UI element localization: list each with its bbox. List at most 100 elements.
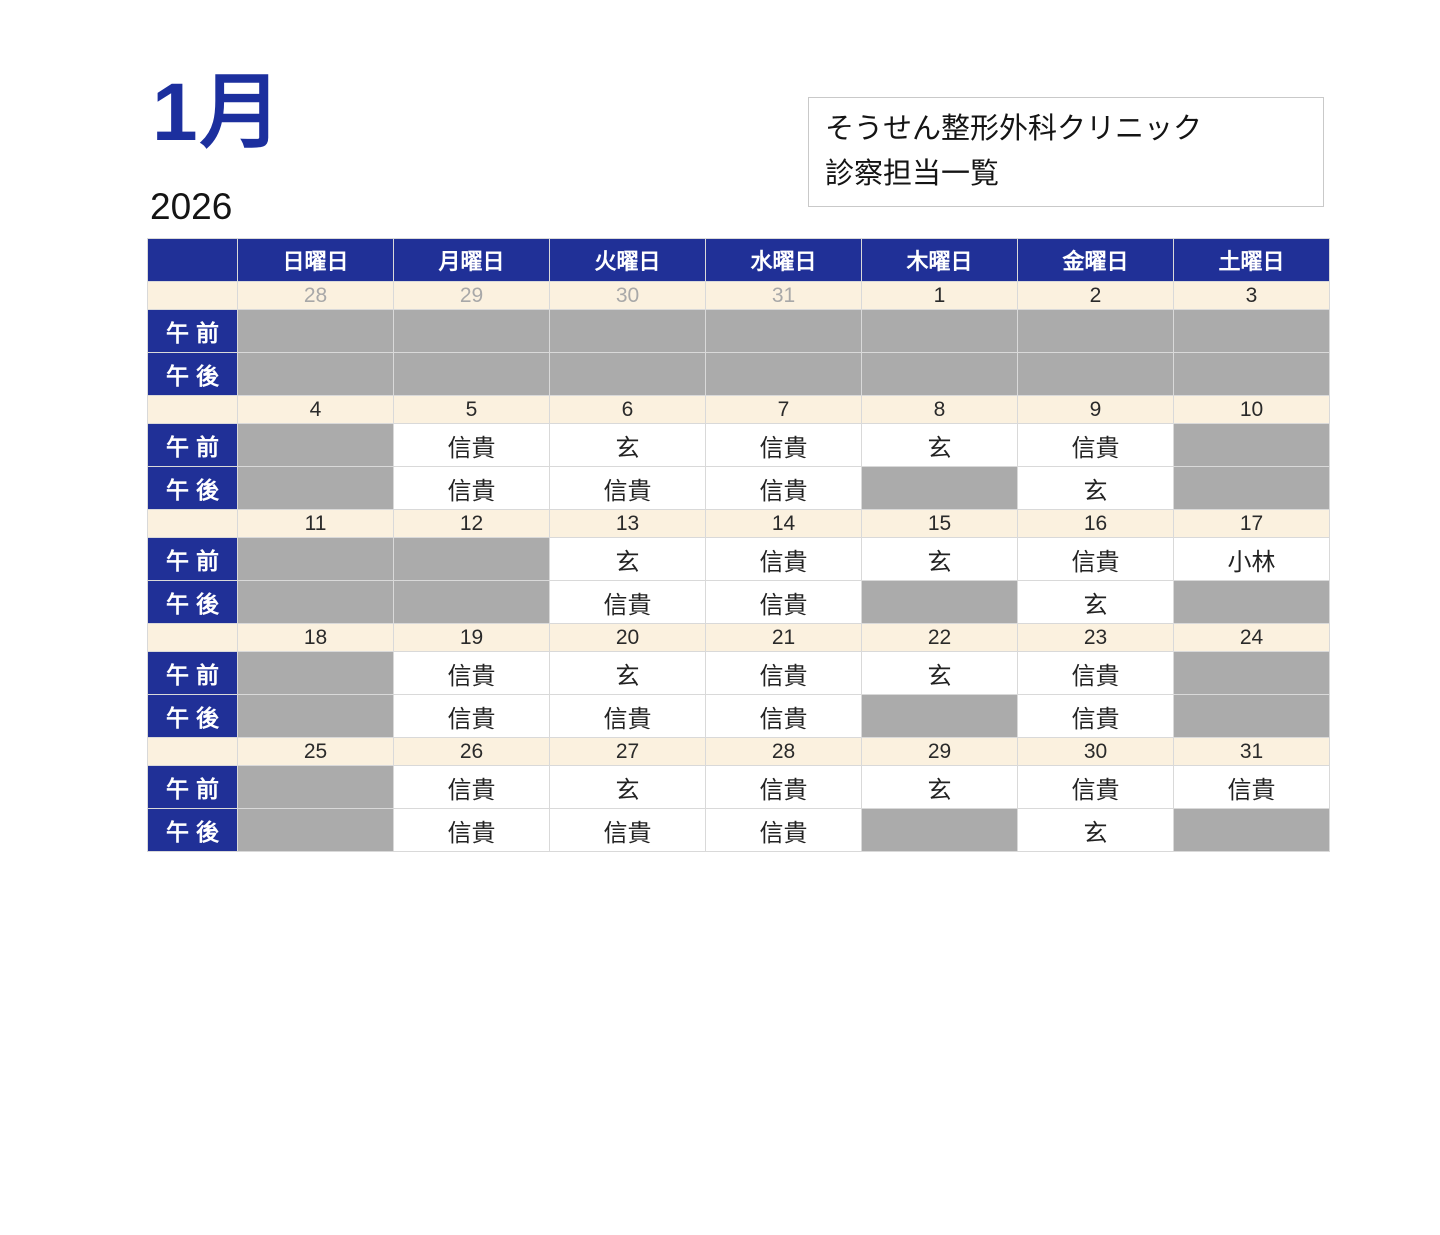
shift-cell: 信貴 [1017,765,1174,809]
shift-cell [237,651,394,695]
clinic-info-box: そうせん整形外科クリニック 診察担当一覧 [808,97,1324,207]
schedule-table: 日曜日 月曜日 火曜日 水曜日 木曜日 金曜日 土曜日 28 29 30 31 1 2 3 午前 午後 4 5 6… [147,238,1330,852]
shift-cell: 信貴 [1017,694,1174,738]
date-row-spacer [147,623,238,652]
date-cell: 28 [237,281,394,310]
shift-cell [861,352,1018,396]
shift-cell [705,309,862,353]
shift-cell [1173,694,1330,738]
date-cell: 16 [1017,509,1174,538]
shift-cell [861,309,1018,353]
shift-cell [237,765,394,809]
shift-row-pm: 午後 信貴 信貴 玄 [147,580,1330,624]
shift-cell [237,352,394,396]
date-cell: 3 [1173,281,1330,310]
shift-cell [1173,580,1330,624]
shift-cell [393,537,550,581]
shift-row-am: 午前 信貴玄信貴玄信貴 [147,423,1330,467]
weekday-header-row: 日曜日 月曜日 火曜日 水曜日 木曜日 金曜日 土曜日 [147,238,1330,282]
shift-cell: 信貴 [393,423,550,467]
shift-cell [237,466,394,510]
shift-cell: 玄 [549,651,706,695]
date-row: 18 19 20 21 22 23 24 [147,623,1330,652]
shift-row-am: 午前 信貴玄信貴玄信貴 信貴 [147,765,1330,809]
shift-cell [393,309,550,353]
date-cell: 4 [237,395,394,424]
shift-label-am: 午前 [147,765,238,809]
shift-cell: 信貴 [1017,651,1174,695]
shift-cell [237,808,394,852]
date-row-spacer [147,281,238,310]
clinic-name: そうせん整形外科クリニック [825,113,1203,145]
date-cell: 20 [549,623,706,652]
shift-label-pm: 午後 [147,466,238,510]
shift-cell: 信貴 [1017,423,1174,467]
shift-cell: 信貴 [549,694,706,738]
shift-row-pm: 午後 信貴 信貴 信貴玄 [147,466,1330,510]
shift-cell [237,694,394,738]
weekday-header: 水曜日 [705,238,862,282]
date-cell: 25 [237,737,394,766]
date-cell: 10 [1173,395,1330,424]
schedule-body: 28 29 30 31 1 2 3 午前 午後 4 5 6 7 8 9 10 午前 信貴玄信貴玄信貴 午後 信貴 信貴信… [147,281,1330,852]
shift-cell [237,537,394,581]
shift-cell [861,694,1018,738]
shift-cell: 信貴 [705,580,862,624]
shift-cell [1173,352,1330,396]
date-cell: 24 [1173,623,1330,652]
date-cell: 17 [1173,509,1330,538]
shift-cell [237,309,394,353]
weekday-header: 火曜日 [549,238,706,282]
weekday-header: 月曜日 [393,238,550,282]
shift-cell: 信貴 [705,651,862,695]
shift-label-am: 午前 [147,423,238,467]
shift-cell [861,466,1018,510]
shift-cell: 信貴 [705,694,862,738]
shift-row-pm: 午後 信貴 信貴 信貴玄 [147,808,1330,852]
shift-cell: 信貴 [1017,537,1174,581]
shift-cell [705,352,862,396]
shift-cell: 信貴 [705,765,862,809]
shift-cell [393,580,550,624]
date-cell: 19 [393,623,550,652]
shift-cell: 玄 [1017,580,1174,624]
date-row: 4 5 6 7 8 9 10 [147,395,1330,424]
date-row-spacer [147,509,238,538]
date-cell: 14 [705,509,862,538]
shift-label-am: 午前 [147,537,238,581]
shift-cell: 信貴 [705,808,862,852]
year-label: 2026 [150,186,233,227]
weekday-header: 日曜日 [237,238,394,282]
shift-cell [1173,808,1330,852]
shift-cell: 信貴 [549,580,706,624]
shift-label-pm: 午後 [147,808,238,852]
shift-cell [1173,309,1330,353]
shift-cell [237,423,394,467]
shift-cell: 玄 [1017,808,1174,852]
date-cell: 26 [393,737,550,766]
shift-cell: 信貴 [705,466,862,510]
shift-cell: 玄 [549,537,706,581]
date-row: 11 12 13 14 15 16 17 [147,509,1330,538]
date-cell: 28 [705,737,862,766]
shift-cell: 玄 [861,765,1018,809]
date-cell: 27 [549,737,706,766]
date-cell: 7 [705,395,862,424]
date-cell: 2 [1017,281,1174,310]
corner-cell [147,238,238,282]
shift-row-pm: 午後 信貴 信貴 信貴 信貴 [147,694,1330,738]
date-cell: 8 [861,395,1018,424]
clinic-subtitle: 診察担当一覧 [825,157,1000,190]
date-cell: 5 [393,395,550,424]
shift-cell: 信貴 [393,808,550,852]
shift-cell: 玄 [861,537,1018,581]
shift-label-pm: 午後 [147,694,238,738]
weekday-header: 金曜日 [1017,238,1174,282]
date-cell: 13 [549,509,706,538]
shift-cell [393,352,550,396]
shift-cell: 玄 [861,423,1018,467]
shift-cell: 信貴 [549,808,706,852]
shift-cell: 玄 [549,765,706,809]
shift-label-am: 午前 [147,651,238,695]
date-row-spacer [147,737,238,766]
